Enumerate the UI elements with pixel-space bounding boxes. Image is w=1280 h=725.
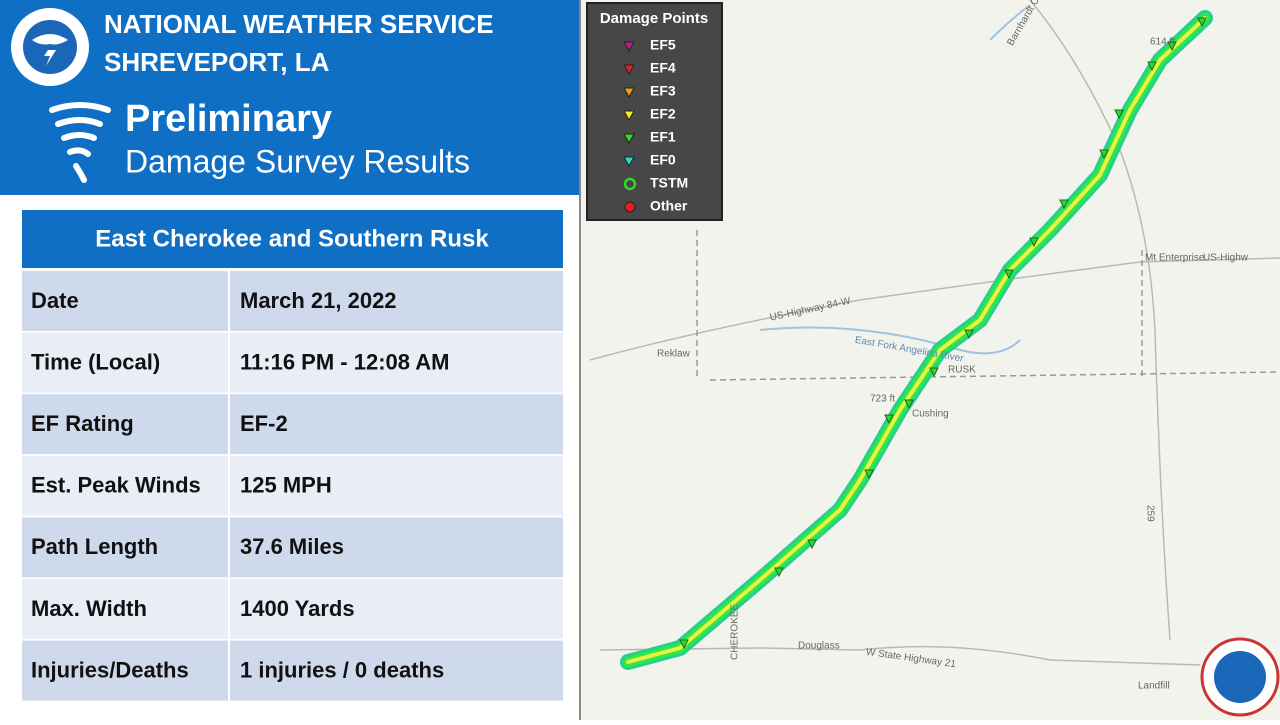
legend-box [586, 2, 723, 221]
subheading: Damage Survey Results [125, 143, 470, 179]
row-label: Est. Peak Winds [31, 473, 201, 498]
row-bg [230, 640, 563, 701]
row-value: March 21, 2022 [240, 288, 397, 313]
legend-label: Other [650, 198, 688, 214]
nws-logo [11, 8, 89, 86]
row-bg [230, 394, 563, 455]
table-rows: Date March 21, 2022 Time (Local) 11:16 PM -… [22, 271, 563, 701]
map-label: Cushing [912, 409, 949, 420]
legend-label: EF4 [650, 60, 676, 76]
row-bg [230, 579, 563, 639]
row-label: EF Rating [31, 411, 134, 436]
row-bg [22, 640, 228, 701]
map-label: RUSK [948, 365, 976, 376]
legend-label: EF0 [650, 152, 676, 168]
map-label: Reklaw [657, 349, 691, 360]
map-label: Mt Enterprise [1145, 253, 1205, 264]
legend-label: EF5 [650, 37, 676, 53]
map-label: 259 [1144, 505, 1155, 522]
row-label: Injuries/Deaths [31, 657, 189, 682]
row-label: Date [31, 288, 79, 313]
nws-logo-small [1200, 637, 1280, 717]
row-bg [22, 455, 228, 516]
legend-symbol [624, 201, 636, 213]
legend-symbol [623, 41, 635, 53]
row-value: 1 injuries / 0 deaths [240, 657, 444, 682]
legend-symbol [623, 87, 635, 99]
map [579, 0, 1280, 720]
row-value: 1400 Yards [240, 596, 355, 621]
legend-label: EF2 [650, 106, 676, 122]
row-value: EF-2 [240, 411, 288, 436]
heading: Preliminary [125, 98, 332, 140]
row-bg [230, 271, 563, 331]
legend-symbol [623, 156, 635, 168]
row-value: 11:16 PM - 12:08 AM [240, 349, 450, 374]
row-bg [230, 455, 563, 516]
legend-symbol [623, 110, 635, 122]
table-title-band [22, 210, 563, 268]
row-label: Max. Width [31, 596, 147, 621]
header-subtitle: SHREVEPORT, LA [104, 47, 330, 77]
tornado-icon [49, 102, 111, 183]
legend-label: TSTM [650, 175, 688, 191]
map-label: CHEROKEE [730, 604, 741, 660]
row-bg [22, 517, 228, 578]
row-label: Path Length [31, 534, 158, 559]
table-title: East Cherokee and Southern Rusk [95, 225, 489, 252]
legend-symbol [623, 177, 637, 191]
row-value: 125 MPH [240, 473, 332, 498]
legend-symbol [623, 64, 635, 76]
row-bg [22, 394, 228, 455]
header-title: NATIONAL WEATHER SERVICE [104, 9, 494, 39]
row-bg [22, 579, 228, 639]
map-label: Douglass [798, 641, 840, 652]
legend-label: EF1 [650, 129, 676, 145]
map-label: Landfill [1138, 681, 1170, 692]
row-bg [230, 517, 563, 578]
legend-symbol [623, 133, 635, 145]
legend-title: Damage Points [600, 10, 708, 27]
row-bg [230, 332, 563, 393]
row-bg [22, 332, 228, 393]
row-bg [22, 271, 228, 331]
legend-label: EF3 [650, 83, 676, 99]
legend-items: EF5 EF4 EF3 EF2 EF1 EF0 TSTM Other [623, 37, 688, 214]
map-label: US-Highw [1203, 253, 1249, 264]
map-label: 723 ft [870, 394, 895, 405]
map-label: 614 ft [1150, 37, 1175, 48]
header-band [0, 0, 581, 195]
row-label: Time (Local) [31, 349, 160, 374]
row-value: 37.6 Miles [240, 534, 344, 559]
